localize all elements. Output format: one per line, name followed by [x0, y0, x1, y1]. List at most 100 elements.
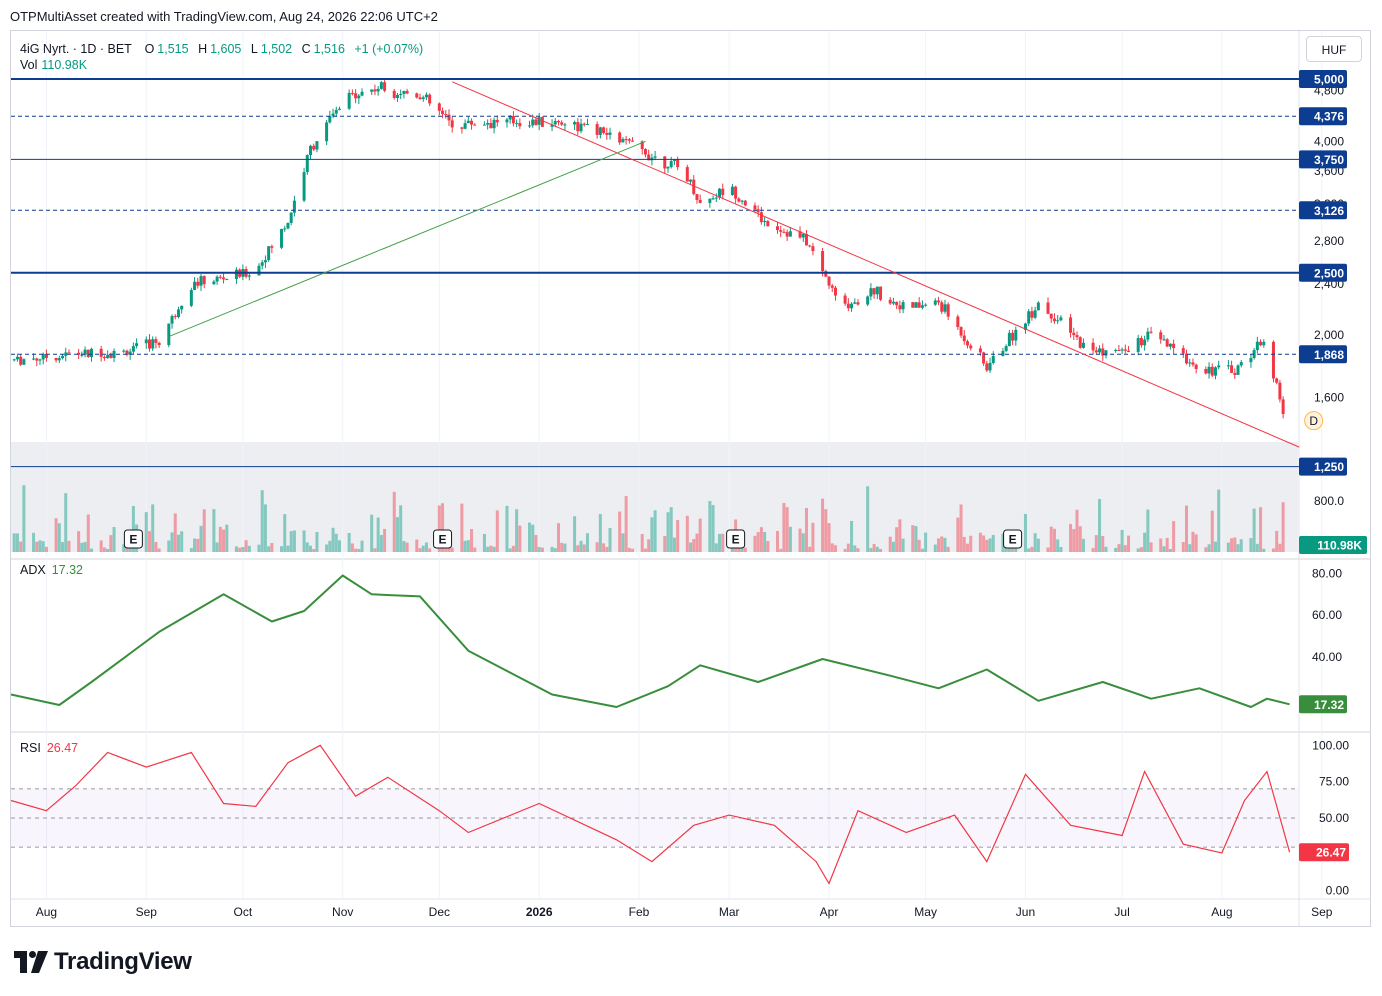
candle — [663, 156, 667, 169]
candle — [1249, 358, 1253, 363]
volume-bar — [540, 547, 544, 552]
candle — [54, 358, 58, 361]
candle — [1278, 382, 1282, 400]
candle — [35, 358, 39, 361]
volume-bar — [354, 548, 358, 552]
volume-bar — [1259, 507, 1263, 552]
volume-bar — [77, 531, 81, 552]
symbol-name[interactable]: 4iG Nyrt. · 1D · BET — [20, 42, 132, 56]
volume-bar — [1030, 546, 1034, 552]
volume-bar — [1123, 545, 1127, 552]
volume-bar — [212, 509, 216, 552]
candle — [830, 285, 834, 288]
candle — [888, 299, 892, 304]
time-axis-tick: Jun — [1016, 905, 1035, 919]
currency-button[interactable]: HUF — [1306, 36, 1362, 62]
volume-bar — [376, 517, 380, 552]
volume-bar — [811, 522, 815, 552]
candle — [180, 305, 184, 310]
candle — [486, 122, 490, 125]
volume-bar — [872, 543, 876, 552]
volume-bar — [196, 538, 200, 552]
volume-bar — [424, 542, 428, 552]
volume-bar — [534, 534, 538, 552]
volume-bar — [714, 543, 718, 552]
volume-bar — [518, 525, 522, 552]
volume-bar — [898, 519, 902, 552]
candle — [1181, 348, 1185, 354]
adx-legend: ADX 17.32 — [20, 563, 83, 577]
adx-label[interactable]: ADX — [20, 563, 46, 577]
candle — [531, 119, 535, 126]
volume-bar — [466, 540, 470, 552]
candle — [1069, 317, 1073, 333]
level-badge — [1299, 69, 1347, 88]
candle — [627, 139, 631, 141]
candle — [1188, 362, 1192, 364]
volume-bar — [875, 546, 879, 552]
open-label: O — [144, 42, 155, 56]
volume-bar — [576, 545, 580, 552]
candle — [827, 276, 831, 286]
volume-bar — [337, 540, 341, 552]
volume-bar — [888, 536, 892, 552]
volume-bar — [808, 546, 812, 552]
volume-bar — [798, 528, 802, 552]
volume-bar — [64, 493, 68, 552]
candle — [357, 95, 361, 99]
candle — [895, 301, 899, 306]
volume-bar — [19, 541, 23, 552]
volume-bar — [914, 526, 918, 552]
candle — [643, 149, 647, 155]
candle — [956, 316, 960, 328]
candle — [125, 350, 129, 355]
candle — [730, 186, 734, 196]
rsi-value-badge — [1299, 843, 1349, 862]
candle — [782, 231, 786, 233]
volume-bar — [80, 542, 84, 552]
candle — [90, 348, 94, 358]
volume-bar — [843, 548, 847, 552]
candle — [1252, 350, 1256, 359]
candle — [653, 156, 657, 158]
candle — [788, 231, 792, 237]
candle — [1191, 362, 1195, 365]
candle — [1271, 341, 1275, 379]
candle — [80, 354, 84, 356]
volume-bar — [1143, 532, 1147, 552]
high-value: 1,605 — [210, 42, 242, 56]
symbol-legend: 4iG Nyrt. · 1D · BET O 1,515 H 1,605 L 1,50… — [20, 40, 423, 58]
tradingview-logo-icon — [14, 951, 48, 973]
volume-bar — [1162, 546, 1166, 552]
candle — [1210, 366, 1214, 376]
candle — [1168, 343, 1172, 347]
volume-bar — [711, 505, 715, 552]
level-badge — [1299, 201, 1347, 220]
candle — [450, 120, 454, 128]
rsi-label[interactable]: RSI — [20, 741, 41, 755]
candle — [1049, 313, 1053, 319]
candle — [753, 205, 757, 210]
candle — [602, 127, 606, 133]
volume-bar — [833, 545, 837, 552]
candle — [573, 122, 577, 125]
candle — [1146, 331, 1150, 340]
volume-bar — [38, 540, 42, 552]
volume-bar — [788, 526, 792, 552]
candle — [698, 199, 702, 203]
candle — [466, 120, 470, 124]
level-badge-label: 1,250 — [1314, 460, 1344, 474]
candle — [1239, 362, 1243, 366]
earnings-marker — [726, 529, 746, 549]
volume-bar — [602, 543, 606, 552]
volume-bar — [669, 507, 673, 552]
candle — [135, 343, 139, 347]
candle — [328, 115, 332, 123]
rsi-axis-tick: 0.00 — [1326, 884, 1350, 898]
price-axis-tick: 4,000 — [1314, 134, 1344, 148]
candle — [61, 355, 65, 359]
volume-bar — [1078, 526, 1082, 552]
volume-bar — [460, 503, 464, 552]
volume-bar — [1027, 548, 1031, 552]
